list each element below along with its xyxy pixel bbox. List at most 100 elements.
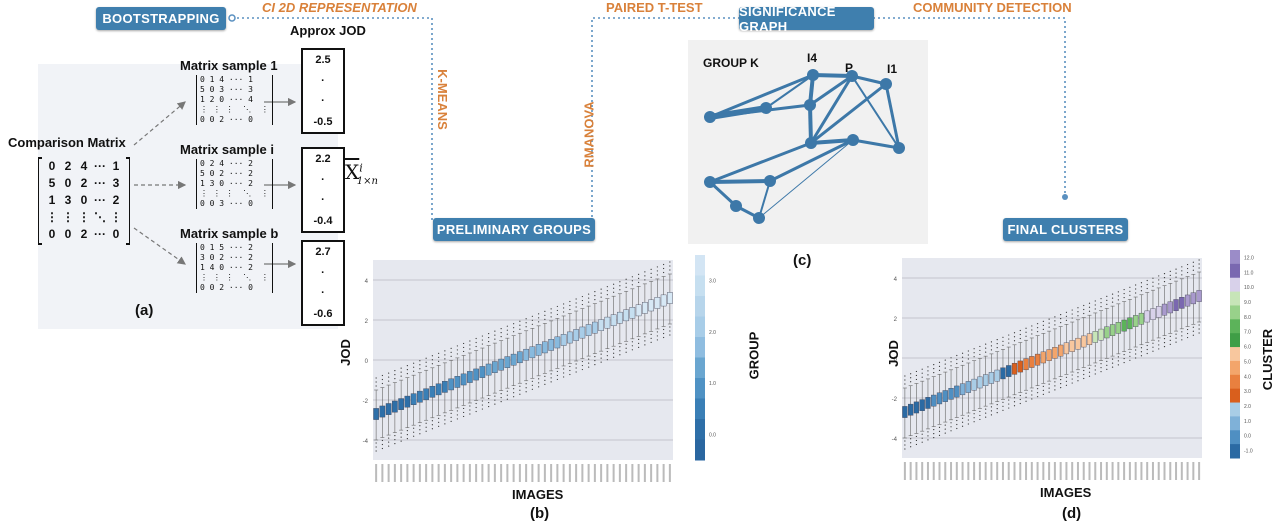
colorbar-segment [695, 398, 705, 420]
x-tick-label [425, 464, 428, 482]
x-tick-label [1007, 462, 1010, 480]
box [417, 360, 423, 435]
box [971, 348, 977, 423]
x-tick-label [1117, 462, 1120, 480]
box [1023, 327, 1029, 402]
x-tick-label [631, 464, 634, 482]
graph-edge [709, 73, 814, 119]
matrix-cell: ··· [94, 227, 106, 241]
x-tick-label [606, 464, 609, 482]
matrix-cell: 2 [112, 193, 120, 207]
matrix-cell: 2 [64, 159, 72, 173]
box [1000, 336, 1006, 411]
x-tick-label [443, 464, 446, 482]
box [548, 308, 554, 383]
comparison-matrix-title: Comparison Matrix [8, 135, 126, 150]
x-tick-label [593, 464, 596, 482]
box [504, 325, 511, 400]
node-label-i4: I4 [807, 51, 818, 65]
box [485, 332, 492, 408]
x-tick-label [1140, 462, 1143, 480]
x-tick-label [668, 464, 671, 482]
box [1006, 334, 1012, 409]
box [460, 342, 467, 418]
colorbar-segment [1230, 416, 1240, 431]
jod-value: 2.7 [315, 246, 331, 259]
box [1081, 304, 1087, 380]
x-tick-label [500, 464, 503, 482]
group-k-label: GROUP K [703, 56, 759, 70]
matrix-cell: ⋮ [62, 210, 74, 224]
box [617, 281, 623, 356]
matrix-sample: 0 1 5 ··· 2 3 0 2 ··· 2 1 4 0 ··· 2 ⋮ ⋮ … [196, 243, 273, 293]
x-tick-label [932, 462, 935, 480]
colorbar-segment [695, 419, 705, 440]
stage-significance-graph: SIGNIFICANCE GRAPH [739, 4, 874, 34]
x-tick-label [1128, 462, 1131, 480]
x-tick-label [1013, 462, 1016, 480]
x-tick-label [1088, 462, 1091, 480]
colorbar-tick: 4.0 [1244, 374, 1251, 380]
x-tick-label [1094, 462, 1097, 480]
matrix-cell: ⋮ [110, 210, 122, 224]
x-tick-label [909, 462, 912, 480]
graph-node [846, 70, 858, 82]
box [492, 330, 498, 405]
jod-value: · [321, 173, 325, 186]
x-tick-label [1059, 462, 1062, 480]
colorbar-tick: 8.0 [1244, 315, 1251, 321]
box [1098, 298, 1104, 373]
x-tick-label [537, 464, 540, 482]
box [423, 357, 429, 432]
matrix-sample-title: Matrix sample 1 [180, 58, 278, 73]
box [1029, 325, 1035, 400]
x-tick-label [1030, 462, 1033, 480]
graph-edge [809, 74, 853, 107]
x-tick-label [1071, 462, 1074, 480]
matrix-sample: 0 2 4 ··· 2 5 0 2 ··· 2 1 3 0 ··· 2 ⋮ ⋮ … [196, 159, 273, 209]
x-tick-label [1180, 462, 1183, 480]
x-tick-label [1151, 462, 1154, 480]
x-tick-label [518, 464, 521, 482]
x-tick-label [581, 464, 584, 482]
matrix-sample-title: Matrix sample i [180, 142, 274, 157]
box [585, 293, 592, 368]
box [410, 362, 417, 437]
x-tick-label [493, 464, 496, 482]
colorbar-segment [1230, 374, 1240, 390]
stage-bootstrapping: BOOTSTRAPPING [96, 7, 226, 30]
colorbar-tick: 0.0 [709, 432, 716, 438]
label-rmanova: RMANOVA [581, 101, 597, 168]
panel-b-label: (b) [530, 505, 550, 522]
graph-node [704, 176, 716, 188]
approx-jod-vector: 2.5 · · -0.5 [301, 48, 345, 134]
x-tick-label [967, 462, 970, 480]
graph-edge [765, 74, 814, 109]
box [1167, 270, 1173, 345]
box [1063, 311, 1070, 386]
x-tick-label [462, 464, 465, 482]
x-tick-label [400, 464, 403, 482]
stage-preliminary-groups: PRELIMINARY GROUPS [433, 218, 595, 241]
x-tick-label [456, 464, 459, 482]
panel-d-xlabel: IMAGES [1040, 485, 1092, 500]
x-tick-label [1082, 462, 1085, 480]
box [629, 276, 636, 351]
panel-b-colorbar-label: GROUP [746, 331, 762, 380]
x-tick-label [662, 464, 665, 482]
graph-node [893, 142, 905, 154]
graph-edge [810, 138, 854, 145]
box [610, 283, 617, 358]
graph-edge [758, 180, 771, 219]
colorbar-tick: 1.0 [709, 381, 716, 387]
colorbar-tick: 0.0 [1244, 434, 1251, 440]
significance-graph [704, 69, 905, 224]
box [1121, 288, 1127, 364]
x-tick-label [1192, 462, 1195, 480]
box [988, 341, 995, 416]
y-tick-label: 4 [894, 277, 898, 283]
x-tick-label [412, 464, 415, 482]
box [479, 335, 486, 410]
label-paired-t-test: PAIRED T-TEST [606, 0, 703, 15]
